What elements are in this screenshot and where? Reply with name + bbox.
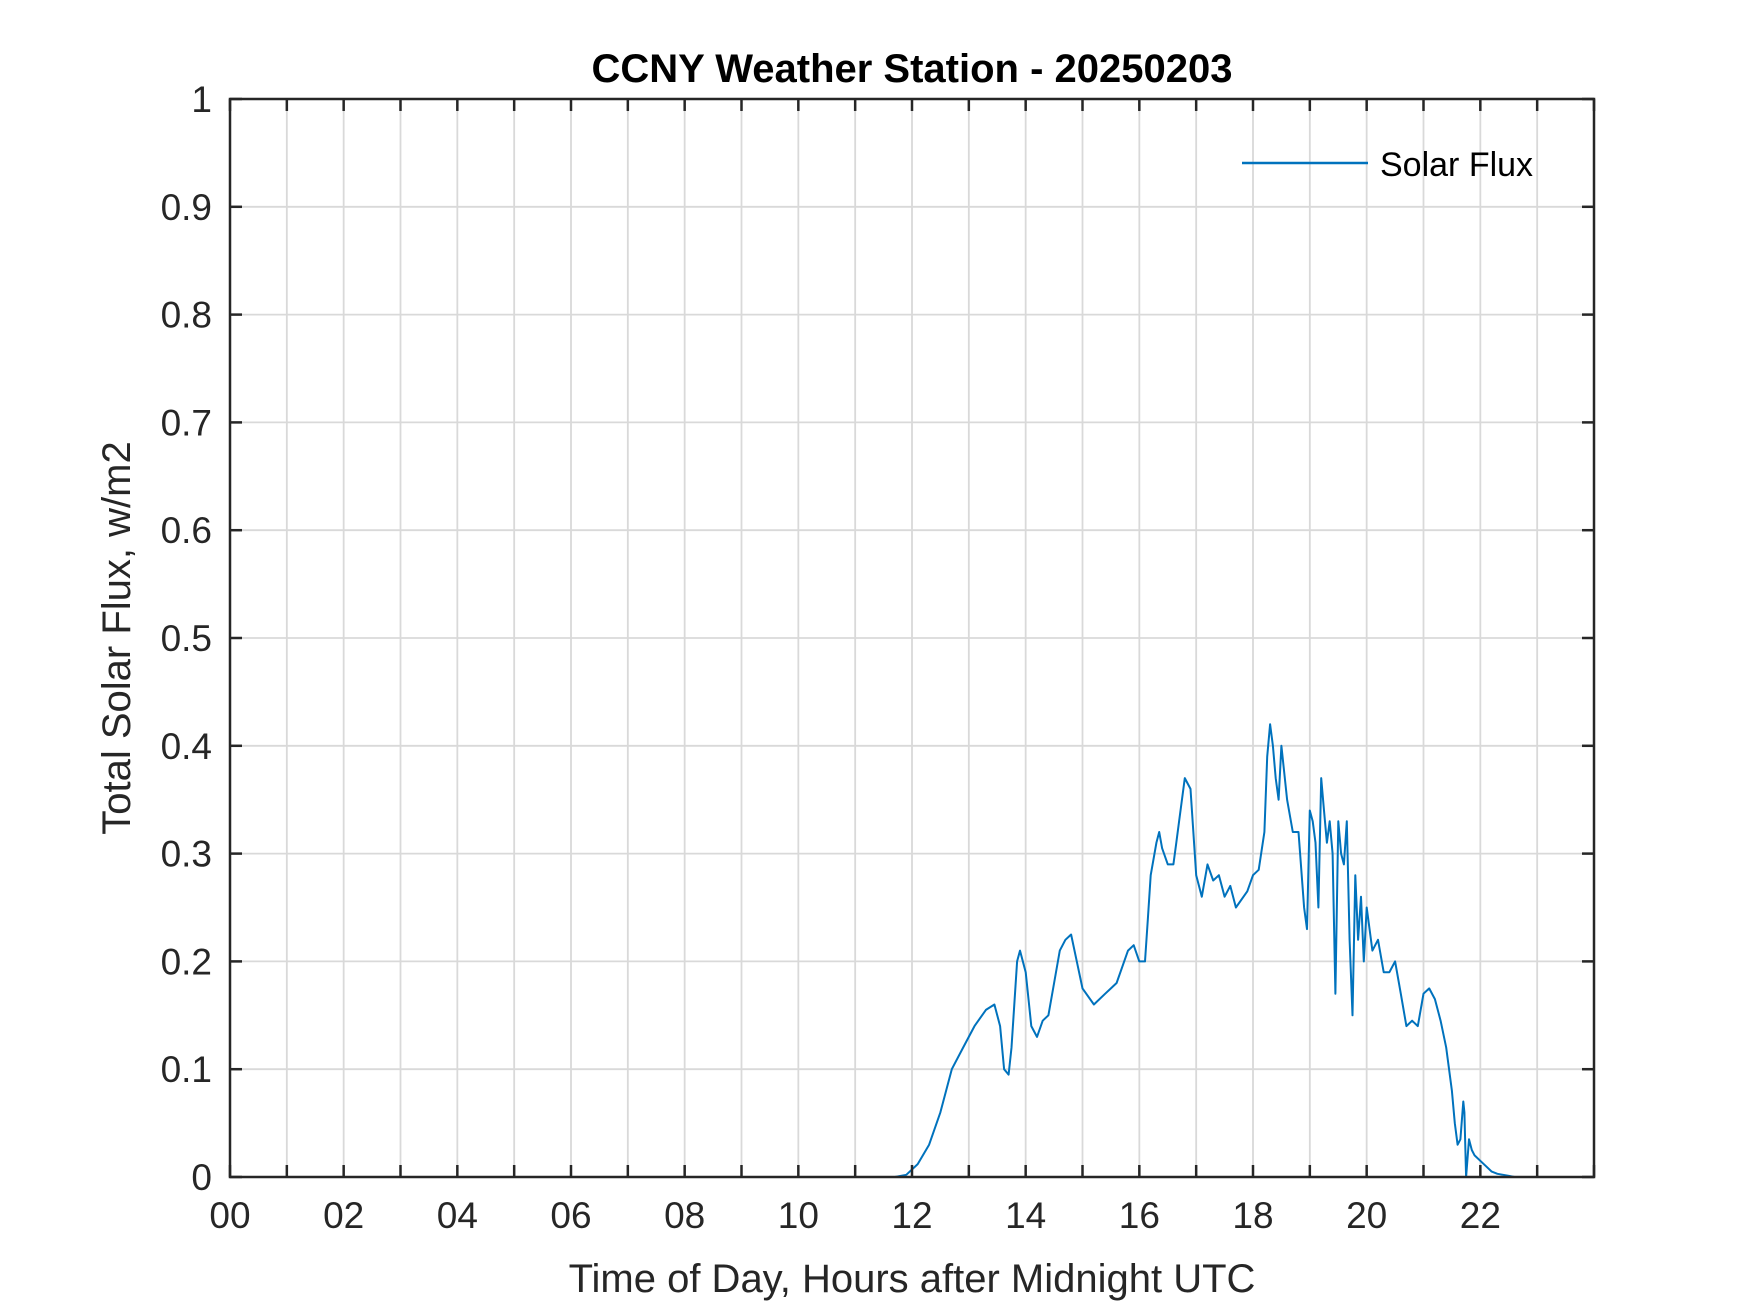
y-tick-label: 0.6 xyxy=(161,510,212,551)
x-axis-label: Time of Day, Hours after Midnight UTC xyxy=(569,1257,1256,1301)
grid xyxy=(230,99,1594,1177)
y-axis-label: Total Solar Flux, w/m2 xyxy=(95,441,139,834)
x-tick-label: 20 xyxy=(1346,1195,1387,1236)
x-tick-label: 02 xyxy=(323,1195,364,1236)
legend-label: Solar Flux xyxy=(1380,146,1533,184)
x-tick-label: 12 xyxy=(891,1195,932,1236)
chart-title: CCNY Weather Station - 20250203 xyxy=(592,47,1233,91)
solar-flux-line xyxy=(230,723,1594,1178)
y-tick-label: 1 xyxy=(191,79,212,120)
x-tick-label: 22 xyxy=(1460,1195,1501,1236)
y-tick-label: 0.1 xyxy=(161,1049,212,1090)
x-tick-labels: 00 02 04 06 08 10 12 14 16 18 20 22 xyxy=(209,1195,1500,1236)
x-tick-label: 18 xyxy=(1232,1195,1273,1236)
x-tick-label: 04 xyxy=(437,1195,478,1236)
y-tick-label: 0 xyxy=(191,1157,212,1198)
x-tick-label: 06 xyxy=(550,1195,591,1236)
y-tick-label: 0.8 xyxy=(161,295,212,336)
y-tick-label: 0.2 xyxy=(161,941,212,982)
ticks xyxy=(228,97,1596,1179)
x-tick-label: 08 xyxy=(664,1195,705,1236)
y-tick-label: 0.5 xyxy=(161,618,212,659)
x-tick-label: 00 xyxy=(209,1195,250,1236)
y-tick-label: 0.7 xyxy=(161,402,212,443)
y-tick-label: 0.4 xyxy=(161,726,212,767)
x-tick-label: 10 xyxy=(778,1195,819,1236)
y-tick-label: 0.9 xyxy=(161,187,212,228)
series-layer xyxy=(230,723,1594,1178)
y-tick-labels: 0 0.1 0.2 0.3 0.4 0.5 0.6 0.7 0.8 0.9 1 xyxy=(161,79,212,1198)
x-tick-label: 16 xyxy=(1119,1195,1160,1236)
y-tick-label: 0.3 xyxy=(161,834,212,875)
legend: Solar Flux xyxy=(1242,146,1533,184)
x-tick-label: 14 xyxy=(1005,1195,1046,1236)
